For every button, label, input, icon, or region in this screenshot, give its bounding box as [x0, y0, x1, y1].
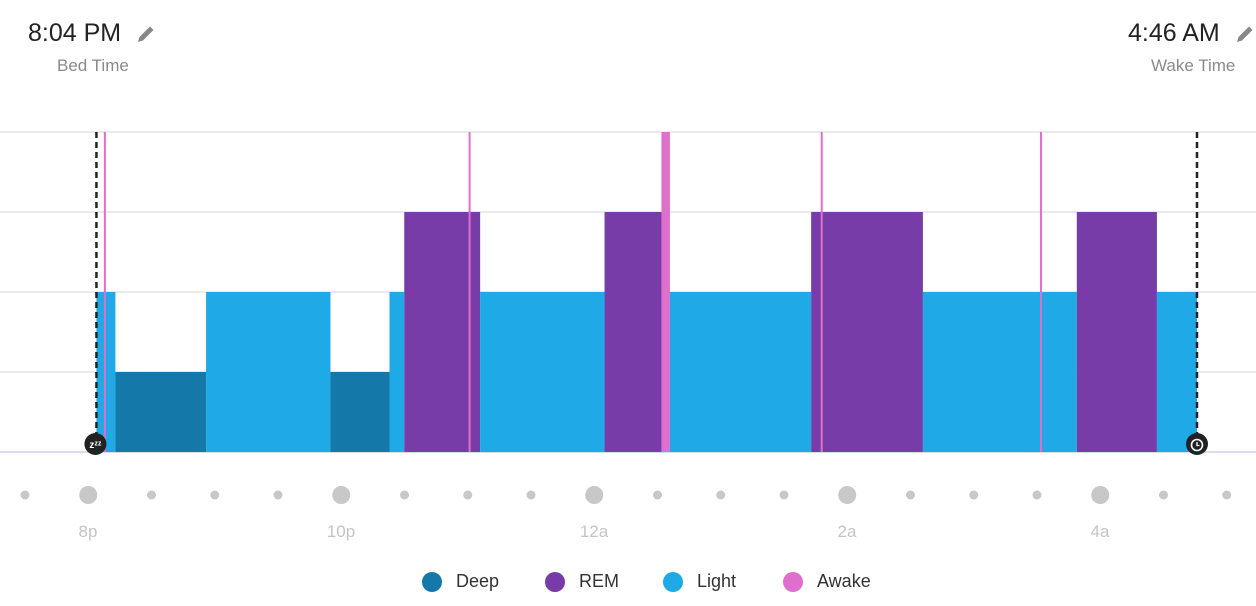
tick-dot — [147, 490, 156, 500]
bed-time-value: 8:04 PM — [28, 19, 122, 47]
legend-label: REM — [579, 571, 619, 591]
tick-dot — [20, 490, 30, 500]
wake-time-label: Wake Time — [1151, 56, 1236, 75]
tick-dot — [210, 490, 220, 500]
pencil-icon[interactable] — [136, 24, 156, 44]
hour-tick-dot — [1091, 486, 1110, 504]
legend-swatch — [663, 571, 683, 592]
x-tick-label: 2a — [838, 522, 857, 541]
pencil-icon[interactable] — [1235, 24, 1255, 44]
segment-light — [96, 292, 116, 452]
sleep-stage-chart: zᶻᶻ 8p 10p 12a 2a 4a — [0, 131, 1256, 541]
legend-swatch — [783, 571, 803, 592]
segment-light — [206, 292, 331, 452]
legend: Deep REM Light Awake — [0, 571, 1256, 597]
tick-dot — [906, 490, 915, 500]
x-tick-label: 10p — [327, 522, 355, 541]
x-tick-label: 4a — [1091, 522, 1110, 541]
sleep-zzz-icon — [84, 433, 107, 455]
bed-time[interactable]: 8:04 PM — [28, 19, 156, 48]
sleep-zzz-icon-text: zᶻᶻ — [89, 440, 102, 451]
x-tick-label: 12a — [580, 522, 609, 541]
legend-rem: REM — [545, 571, 619, 592]
tick-dot — [716, 490, 726, 500]
segment-deep — [330, 372, 390, 452]
segment-rem — [811, 212, 923, 452]
segment-light — [389, 292, 405, 452]
tick-dot — [779, 490, 789, 500]
hour-tick-dot — [838, 486, 857, 504]
segment-rem — [404, 212, 481, 452]
hour-tick-dot — [585, 486, 604, 504]
hour-tick-dot — [79, 486, 98, 504]
legend-label: Light — [697, 571, 737, 591]
legend-label: Deep — [456, 571, 500, 591]
tick-dot — [463, 490, 473, 500]
wake-time[interactable]: 4:46 AM — [1128, 19, 1255, 48]
legend-label: Awake — [817, 571, 871, 591]
wake-time-value: 4:46 AM — [1128, 19, 1220, 47]
tick-dot — [400, 490, 409, 500]
legend-awake: Awake — [783, 571, 871, 592]
tick-dot — [273, 490, 283, 500]
segment-light — [669, 292, 812, 452]
x-tick-label: 8p — [79, 522, 98, 541]
segment-rem — [1076, 212, 1157, 452]
tick-dot — [969, 490, 979, 500]
tick-dot — [1032, 490, 1042, 500]
tick-dot — [526, 490, 536, 500]
segment-light — [1156, 292, 1197, 452]
bed-time-label: Bed Time — [57, 56, 129, 75]
tick-dot — [1159, 490, 1168, 500]
tick-dot — [653, 490, 662, 500]
legend-light: Light — [663, 571, 736, 592]
alarm-clock-hands — [1196, 442, 1200, 447]
segment-light — [480, 292, 605, 452]
legend-swatch — [422, 571, 442, 592]
legend-deep: Deep — [422, 571, 499, 592]
segment-awake — [661, 132, 670, 452]
hour-tick-dot — [332, 486, 351, 504]
segment-light — [922, 292, 1077, 452]
tick-dot — [1222, 490, 1232, 500]
alarm-clock-face — [1190, 438, 1204, 452]
legend-swatch — [545, 571, 565, 592]
segment-rem — [604, 212, 662, 452]
segment-deep — [115, 372, 207, 452]
